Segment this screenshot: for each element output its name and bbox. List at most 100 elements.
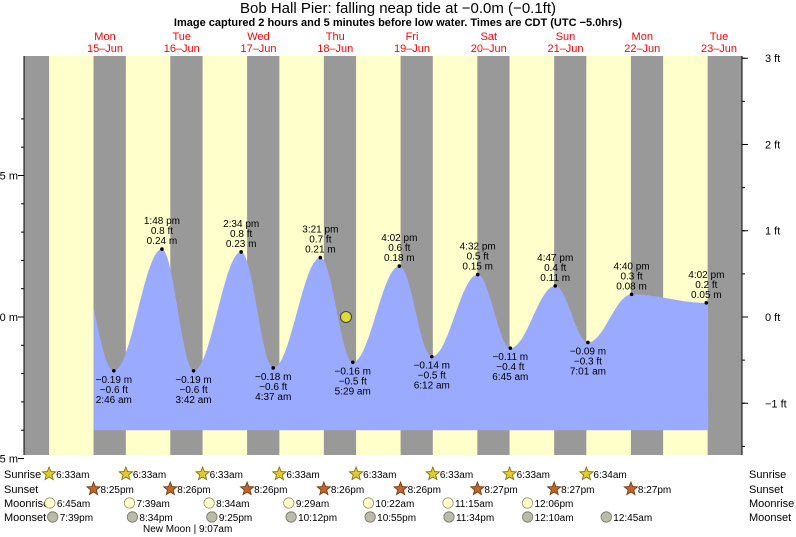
moonset-icon — [364, 511, 376, 523]
high-tide-point — [397, 264, 402, 268]
moonrise-row-label-left: Moonrise — [4, 498, 49, 510]
sunset-icon — [162, 480, 179, 496]
current-time-marker — [339, 311, 352, 323]
low-tide-ft-label: −0.5 ft — [418, 371, 446, 382]
moonrise-time: 9:29am — [296, 499, 329, 510]
sunrise-icon — [41, 465, 57, 481]
moonset-icon — [206, 511, 218, 523]
y-m-tick-label: −0.5 m — [0, 454, 18, 466]
high-tide-time-label: 4:40 pm — [614, 261, 650, 272]
sunset-row-label-left: Sunset — [4, 484, 38, 496]
high-tide-m-label: 0.05 m — [691, 290, 722, 301]
high-tide-point — [704, 301, 709, 305]
low-tide-point — [191, 368, 196, 373]
day-date-label: 17–Jun — [240, 43, 276, 55]
sunrise-row-label-right: Sunrise — [749, 469, 786, 481]
day-date-label: 16–Jun — [164, 43, 200, 55]
tide-water-area — [93, 249, 709, 431]
sunrise-row-label-left: Sunrise — [4, 469, 41, 481]
moonset-row-label-left: Moonset — [4, 512, 46, 524]
moonrise-icon — [362, 497, 374, 509]
low-tide-time-label: 6:45 am — [492, 372, 528, 383]
sunset-time: 8:25pm — [101, 485, 134, 496]
high-tide-ft-label: 0.5 ft — [467, 252, 489, 263]
moon-phase-note: New Moon | 9:07am — [143, 524, 232, 535]
moonset-time: 10:12pm — [298, 513, 337, 524]
low-tide-m-label: −0.09 m — [570, 346, 606, 357]
low-tide-point — [350, 360, 355, 365]
high-tide-ft-label: 0.4 ft — [544, 263, 566, 274]
high-tide-point — [318, 255, 323, 260]
high-tide-m-label: 0.24 m — [147, 236, 178, 247]
moonset-row-label-right: Moonset — [749, 512, 791, 524]
sunrise-icon — [271, 465, 288, 481]
low-tide-ft-label: −0.4 ft — [496, 362, 524, 373]
sunset-time: 8:26pm — [408, 485, 441, 496]
high-tide-ft-label: 0.6 ft — [388, 243, 410, 254]
high-tide-time-label: 4:32 pm — [460, 242, 496, 253]
high-tide-time-label: 4:02 pm — [381, 233, 417, 244]
sunrise-icon — [501, 465, 518, 481]
y-ft-tick-label: 1 ft — [765, 226, 780, 238]
low-tide-ft-label: −0.6 ft — [100, 385, 128, 396]
day-date-label: 15–Jun — [87, 43, 123, 55]
high-tide-ft-label: 0.2 ft — [695, 280, 717, 291]
y-ft-tick-label: 3 ft — [765, 53, 780, 65]
high-tide-m-label: 0.23 m — [226, 239, 257, 250]
sunrise-time: 6:33am — [286, 470, 319, 481]
sunrise-time: 6:33am — [133, 470, 166, 481]
sunrise-time: 6:33am — [517, 470, 550, 481]
moonrise-icon — [203, 497, 215, 509]
day-name-label: Tue — [710, 31, 729, 43]
moonset-icon — [285, 511, 297, 523]
high-tide-ft-label: 0.8 ft — [151, 226, 173, 237]
sunrise-icon — [194, 465, 211, 481]
moonset-icon — [522, 511, 534, 523]
day-date-label: 19–Jun — [394, 43, 430, 55]
day-date-label: 22–Jun — [624, 43, 660, 55]
high-tide-ft-label: 0.3 ft — [620, 271, 642, 282]
low-tide-m-label: −0.18 m — [255, 372, 291, 383]
low-tide-ft-label: −0.6 ft — [259, 382, 287, 393]
sunrise-icon — [118, 465, 134, 481]
moonset-time: 7:39pm — [60, 513, 93, 524]
sunset-time: 8:26pm — [177, 485, 210, 496]
moonrise-icon — [442, 497, 454, 509]
moonset-time: 10:55pm — [377, 513, 416, 524]
sunset-icon — [239, 480, 255, 496]
high-tide-m-label: 0.18 m — [384, 253, 415, 264]
sunset-time: 8:26pm — [254, 485, 287, 496]
low-tide-point — [586, 340, 590, 345]
day-name-label: Wed — [247, 31, 269, 43]
sunset-time: 8:27pm — [484, 485, 517, 496]
high-tide-m-label: 0.21 m — [305, 245, 336, 256]
chart-axes: −0.5 m 0.0 m 0.5 m −1 ft 0 ft 1 ft 2 ft 3 ft — [0, 53, 787, 465]
day-name-label: Mon — [94, 31, 115, 43]
y-m-tick-label: 0.5 m — [0, 171, 18, 183]
day-name-label: Sun — [556, 31, 576, 43]
high-tide-m-label: 0.08 m — [616, 281, 647, 292]
day-date-label: 18–Jun — [317, 43, 353, 55]
chart-title: Bob Hall Pier: falling neap tide at −0.0… — [239, 0, 556, 17]
moonrise-icon — [521, 497, 534, 509]
sunrise-icon — [348, 465, 364, 481]
low-tide-time-label: 5:29 am — [335, 386, 371, 397]
sunset-icon — [392, 480, 409, 496]
low-tide-point — [508, 346, 513, 350]
y-ft-tick-label: −1 ft — [765, 398, 787, 410]
high-tide-time-label: 1:48 pm — [144, 216, 180, 227]
sunset-time: 8:26pm — [331, 485, 364, 496]
moonset-icon — [47, 511, 59, 523]
moonrise-time: 6:45am — [57, 499, 90, 510]
moonset-time: 11:34pm — [456, 513, 494, 524]
day-name-label: Mon — [632, 31, 653, 43]
low-tide-time-label: 6:12 am — [414, 381, 450, 392]
high-tide-point — [239, 250, 243, 254]
high-tide-point — [160, 247, 164, 251]
moonrise-time: 10:22am — [375, 499, 414, 510]
low-tide-m-label: −0.14 m — [414, 361, 450, 372]
y-m-tick-label: 0.0 m — [0, 312, 18, 324]
moonset-time: 12:10am — [535, 513, 574, 524]
day-date-label: 21–Jun — [547, 43, 583, 55]
sunset-icon — [85, 480, 102, 496]
